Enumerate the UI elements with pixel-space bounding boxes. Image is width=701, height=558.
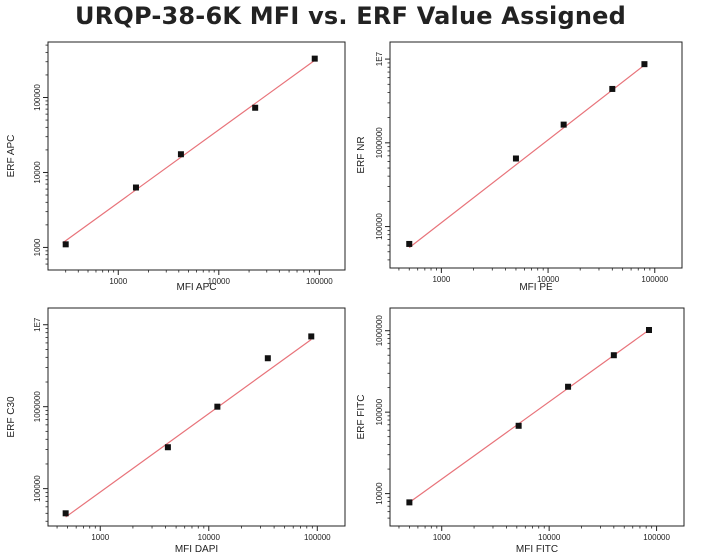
- data-point: [406, 499, 413, 506]
- x-tick-label: 100000: [306, 277, 333, 286]
- y-tick-label: 100000: [375, 213, 384, 240]
- chart-erf-fitc: 1000 10000 100000 10000 100000 1000000 MFI FIT…: [356, 307, 685, 555]
- y-tick-label: 1E7: [375, 51, 384, 66]
- data-point: [311, 55, 318, 62]
- data-point: [132, 184, 139, 191]
- x-axis-label: MFI FITC: [516, 544, 558, 555]
- plot-frame: [389, 41, 683, 269]
- plot-frame: [389, 307, 685, 527]
- x-tick-label: 100000: [304, 533, 331, 542]
- y-tick-label: 1000: [33, 238, 42, 256]
- y-tick-label: 1E7: [33, 317, 42, 332]
- data-point: [62, 241, 69, 248]
- data-point: [164, 444, 171, 451]
- data-point: [62, 510, 69, 517]
- data-point: [515, 422, 522, 429]
- fit-line: [409, 329, 650, 503]
- x-tick-label: 100000: [643, 533, 670, 542]
- x-tick-label: 1000: [432, 275, 450, 284]
- data-point: [252, 104, 259, 111]
- fit-line: [62, 59, 317, 244]
- y-tick-label: 100000: [375, 398, 384, 425]
- y-axis-label: ERF FITC: [356, 395, 367, 440]
- y-tick-label: 100000: [33, 475, 42, 502]
- y-tick-label: 1000000: [375, 127, 384, 159]
- x-axis-label: MFI APC: [176, 282, 216, 293]
- data-point: [177, 151, 184, 158]
- plot-frame: [47, 41, 346, 271]
- x-tick-label: 10000: [537, 275, 560, 284]
- chart-erf-c30: 1000 10000 100000 100000 1000000 1E7 MFI DAPI E…: [6, 307, 346, 555]
- y-tick-label: 10000: [375, 482, 384, 505]
- x-tick-label: 1000: [433, 533, 451, 542]
- x-tick-label: 10000: [208, 277, 231, 286]
- y-axis-label: ERF APC: [6, 135, 17, 178]
- x-tick-label: 10000: [538, 533, 561, 542]
- y-tick-label: 1000000: [375, 315, 384, 347]
- x-tick-label: 10000: [198, 533, 221, 542]
- y-tick-label: 1000000: [33, 391, 42, 423]
- data-point: [406, 240, 413, 247]
- chart-erf-apc: 1000 10000 100000 1000 10000 100000 MFI APC ERF…: [6, 41, 346, 293]
- data-point: [641, 61, 648, 68]
- data-point: [565, 383, 572, 390]
- x-tick-label: 1000: [91, 533, 109, 542]
- chart-erf-nr: 1000 10000 100000 100000 1000000 1E7 MFI PE ERF…: [356, 41, 683, 293]
- data-point: [645, 327, 652, 334]
- data-point: [609, 85, 616, 92]
- data-point: [512, 155, 519, 162]
- data-point: [264, 355, 271, 362]
- data-point: [308, 333, 315, 340]
- page-title: URQP-38-6K MFI vs. ERF Value Assigned: [75, 2, 626, 30]
- x-tick-label: 100000: [641, 275, 668, 284]
- y-axis-label: ERF NR: [356, 136, 367, 173]
- fit-line: [65, 339, 312, 518]
- data-point: [560, 121, 567, 128]
- x-tick-label: 1000: [109, 277, 127, 286]
- x-axis-label: MFI PE: [519, 282, 553, 293]
- y-axis-label: ERF C30: [6, 396, 17, 438]
- data-point: [214, 403, 221, 410]
- data-point: [610, 352, 617, 359]
- plot-frame: [47, 307, 346, 527]
- y-tick-label: 10000: [33, 161, 42, 184]
- fit-line: [408, 62, 648, 249]
- x-axis-label: MFI DAPI: [175, 544, 218, 555]
- y-tick-label: 100000: [33, 84, 42, 111]
